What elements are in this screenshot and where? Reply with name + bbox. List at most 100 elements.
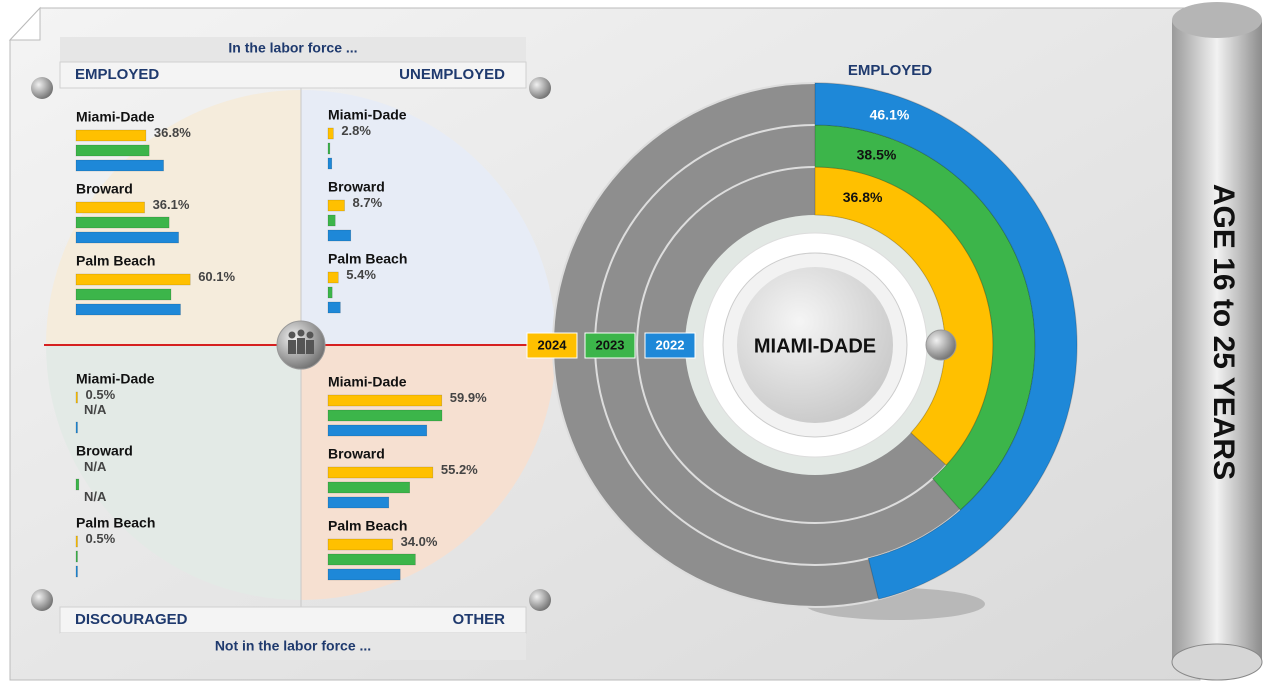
radial-bar	[814, 124, 1036, 511]
footer-text: Not in the labor force ...	[215, 638, 371, 654]
side-title: AGE 16 to 25 YEARS	[1207, 184, 1240, 480]
value-label: 2.8%	[341, 123, 371, 138]
legend-label: 2024	[538, 337, 568, 352]
bar	[75, 231, 179, 244]
bar	[327, 271, 339, 284]
category-label: Broward	[76, 181, 133, 197]
header-text: In the labor force ...	[228, 40, 357, 56]
category-label: Miami-Dade	[76, 109, 155, 125]
center-disk	[737, 267, 893, 423]
bar	[75, 535, 78, 548]
radial-bar	[814, 166, 994, 466]
category-label: Palm Beach	[76, 515, 155, 531]
radial-bar	[814, 82, 1078, 600]
bolt	[529, 77, 551, 99]
value-label: N/A	[84, 489, 107, 504]
category-label: Broward	[328, 179, 385, 195]
bar	[327, 142, 331, 155]
legend-label: 2023	[596, 337, 625, 352]
scroll	[1172, 20, 1262, 660]
bar	[327, 496, 390, 509]
bar	[327, 199, 345, 212]
bar	[327, 424, 428, 437]
value-label: 0.5%	[86, 531, 116, 546]
value-label: 36.8%	[154, 125, 191, 140]
value-label: 8.7%	[353, 195, 383, 210]
quadrant-unemployed	[301, 90, 556, 345]
bar	[75, 159, 164, 172]
bar	[327, 409, 443, 422]
bar	[327, 538, 393, 551]
value-label: N/A	[84, 402, 107, 417]
bar	[75, 288, 172, 301]
bar	[75, 144, 150, 157]
quadrant-title: EMPLOYED	[75, 66, 159, 83]
quadrant-discouraged	[46, 345, 301, 600]
value-label: 60.1%	[198, 269, 235, 284]
value-label: N/A	[84, 459, 107, 474]
bar	[327, 214, 336, 227]
legend-label: 2022	[656, 337, 685, 352]
legend-swatch	[644, 332, 696, 359]
bar	[75, 303, 181, 316]
category-label: Miami-Dade	[328, 107, 407, 123]
people-icon	[925, 329, 957, 361]
bar	[327, 229, 352, 242]
category-label: Palm Beach	[328, 251, 407, 267]
header-row	[59, 61, 527, 89]
legend: 2024 2023 2022	[526, 332, 696, 359]
value-label: 55.2%	[441, 462, 478, 477]
bar	[327, 127, 334, 140]
bar	[327, 553, 416, 566]
value-label: 46.1%	[870, 106, 910, 122]
value-label: 59.9%	[450, 390, 487, 405]
bolt	[31, 589, 53, 611]
bar	[75, 550, 78, 563]
bar	[75, 273, 191, 286]
bar	[75, 421, 78, 434]
people-glyph	[288, 329, 314, 354]
value-label: 36.1%	[153, 197, 190, 212]
value-label: 36.8%	[843, 189, 883, 205]
bar	[75, 565, 78, 578]
category-label: Palm Beach	[76, 253, 155, 269]
center-label: MIAMI-DADE	[754, 335, 876, 357]
radial-chart: 36.8% 38.5% 46.1% MIAMI-DADE EMPLOYED	[552, 62, 1078, 608]
category-label: Broward	[76, 443, 133, 459]
bar	[327, 394, 443, 407]
bar	[327, 466, 434, 479]
scroll-bottom	[1171, 643, 1263, 681]
legend-swatch	[584, 332, 636, 359]
value-label: 34.0%	[401, 534, 438, 549]
quadrant-title: DISCOURAGED	[75, 611, 188, 628]
bar	[327, 286, 333, 299]
bar	[327, 568, 401, 581]
category-label: Miami-Dade	[76, 371, 155, 387]
quadrant-title: UNEMPLOYED	[399, 66, 505, 83]
footer-band	[60, 633, 526, 660]
bar	[327, 157, 333, 170]
category-label: Palm Beach	[328, 518, 407, 534]
bar	[75, 201, 145, 214]
bar	[75, 129, 147, 142]
legend-swatch	[526, 332, 578, 359]
category-label: Broward	[328, 446, 385, 462]
page-curl	[8, 6, 41, 41]
scroll-top	[1172, 2, 1262, 38]
category-label: Miami-Dade	[328, 374, 407, 390]
bar	[75, 391, 78, 404]
bolt	[31, 77, 53, 99]
bar	[75, 478, 80, 491]
bar	[327, 481, 410, 494]
header-band	[60, 37, 526, 62]
radial-title: EMPLOYED	[848, 62, 932, 79]
bar	[327, 301, 341, 314]
bolt	[529, 589, 551, 611]
value-label: 5.4%	[346, 267, 376, 282]
footer-row	[59, 606, 527, 634]
value-label: 0.5%	[86, 387, 116, 402]
bar	[75, 216, 170, 229]
value-label: 38.5%	[857, 146, 897, 162]
quadrant-title: OTHER	[453, 611, 506, 628]
